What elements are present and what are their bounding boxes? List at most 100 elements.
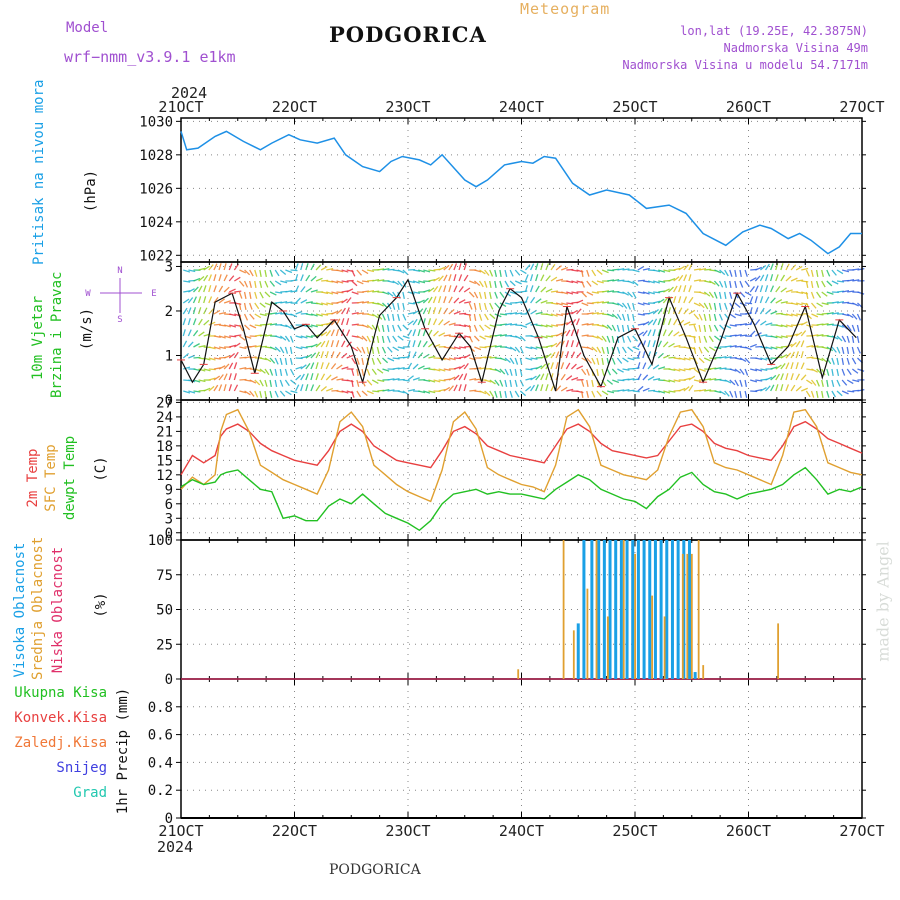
wind-arrow	[566, 280, 574, 284]
wind-arrow	[729, 302, 735, 310]
wind-arrow	[509, 346, 517, 352]
wind-arrow	[238, 280, 245, 287]
wind-arrow	[520, 280, 528, 283]
wind-arrow	[382, 357, 389, 364]
wind-arrow	[637, 291, 645, 295]
pressure-line	[180, 130, 862, 255]
wind-arrow	[509, 390, 513, 398]
wind-arrow	[621, 346, 627, 354]
wind-arrow	[601, 368, 605, 376]
wind-arrow	[295, 310, 303, 315]
wind-arrow	[397, 302, 400, 311]
wind-arrow	[515, 301, 523, 304]
wind-arrow	[397, 335, 404, 341]
wind-arrow	[284, 335, 291, 343]
y-tick-label: 0	[165, 393, 173, 409]
wind-arrow	[340, 318, 345, 326]
wind-arrow	[392, 367, 400, 370]
wind-arrow	[703, 335, 708, 343]
wind-arrow	[785, 289, 793, 293]
wind-arrow	[279, 269, 287, 275]
wind-arrow	[851, 313, 858, 320]
wind-arrow	[525, 368, 533, 371]
wind-arrow	[233, 342, 241, 348]
wind-arrow	[714, 269, 722, 274]
wind-arrow	[550, 362, 554, 370]
wind-arrow	[279, 368, 283, 377]
wind-arrow	[182, 318, 187, 326]
wind-arrow	[759, 296, 764, 304]
wind-arrow	[218, 263, 222, 271]
wind-arrow	[448, 357, 456, 361]
wind-arrow	[234, 290, 242, 293]
wind-arrow	[622, 357, 629, 363]
wind-arrow	[632, 280, 639, 286]
y-tick-label: 9	[165, 482, 173, 498]
wind-arrow	[785, 275, 792, 282]
wind-arrow	[269, 390, 273, 398]
wind-arrow	[571, 309, 578, 315]
wind-arrow	[259, 313, 267, 317]
wind-arrow	[729, 379, 736, 386]
wind-arrow	[275, 312, 283, 315]
wind-arrow	[218, 311, 227, 315]
wind-arrow	[693, 268, 702, 271]
wind-arrow	[760, 386, 767, 392]
wind-arrow	[182, 307, 188, 315]
wind-arrow	[847, 390, 855, 393]
wind-arrow	[586, 390, 590, 398]
wind-arrow	[581, 291, 588, 298]
wind-arrow	[718, 302, 722, 310]
wind-arrow	[320, 373, 326, 381]
wind-arrow	[616, 313, 622, 321]
compass-s: S	[117, 315, 122, 325]
wind-arrow	[816, 323, 824, 326]
wind-arrow	[601, 324, 609, 329]
wind-arrow	[213, 346, 221, 350]
cloud-mid-bar	[586, 588, 589, 679]
compass-w: W	[85, 289, 91, 299]
wind-arrow	[361, 269, 369, 275]
wind-arrow	[371, 346, 375, 355]
wind-arrow	[188, 288, 195, 293]
cloud-high-bar	[608, 540, 612, 679]
wind-arrow	[412, 340, 416, 348]
wind-arrow	[295, 263, 299, 271]
wind-arrow	[244, 324, 251, 331]
wind-arrow	[841, 335, 847, 343]
wind-arrow	[285, 301, 293, 304]
wind-arrow	[652, 329, 656, 337]
wind-arrow	[183, 390, 191, 394]
wind-arrow	[182, 329, 186, 337]
wind-arrow	[464, 301, 472, 304]
wind-arrow	[581, 334, 589, 337]
wind-arrow	[412, 291, 421, 294]
wind-arrow	[724, 269, 729, 277]
wind-arrow	[479, 269, 486, 275]
wind-arrow	[611, 368, 618, 375]
wind-arrow	[504, 368, 509, 376]
wind-arrow	[729, 390, 734, 398]
wind-arrow	[806, 344, 814, 348]
wind-arrow	[407, 340, 411, 348]
wind-arrow	[208, 264, 214, 271]
wind-arrow	[826, 346, 834, 352]
wind-arrow	[693, 368, 701, 374]
wind-arrow	[550, 302, 559, 305]
wind-arrow	[259, 302, 266, 308]
wind-arrow	[816, 291, 822, 299]
wind-arrow	[852, 379, 860, 383]
wind-arrow	[672, 296, 677, 304]
elevation-label: Nadmorska Visina 49m	[723, 41, 869, 55]
wind-arrow	[565, 362, 571, 370]
wind-arrow	[617, 368, 624, 373]
y-tick-label: 0.8	[148, 700, 173, 716]
wind-arrow	[234, 276, 241, 282]
wind-arrow	[203, 387, 211, 392]
wind-arrow	[315, 362, 319, 370]
wind-arrow	[759, 274, 765, 282]
wind-arrow	[796, 279, 804, 282]
wind-arrow	[800, 330, 807, 337]
top-x-tick-27oct: 27OCT	[839, 98, 885, 116]
wind-arrow	[428, 269, 436, 272]
